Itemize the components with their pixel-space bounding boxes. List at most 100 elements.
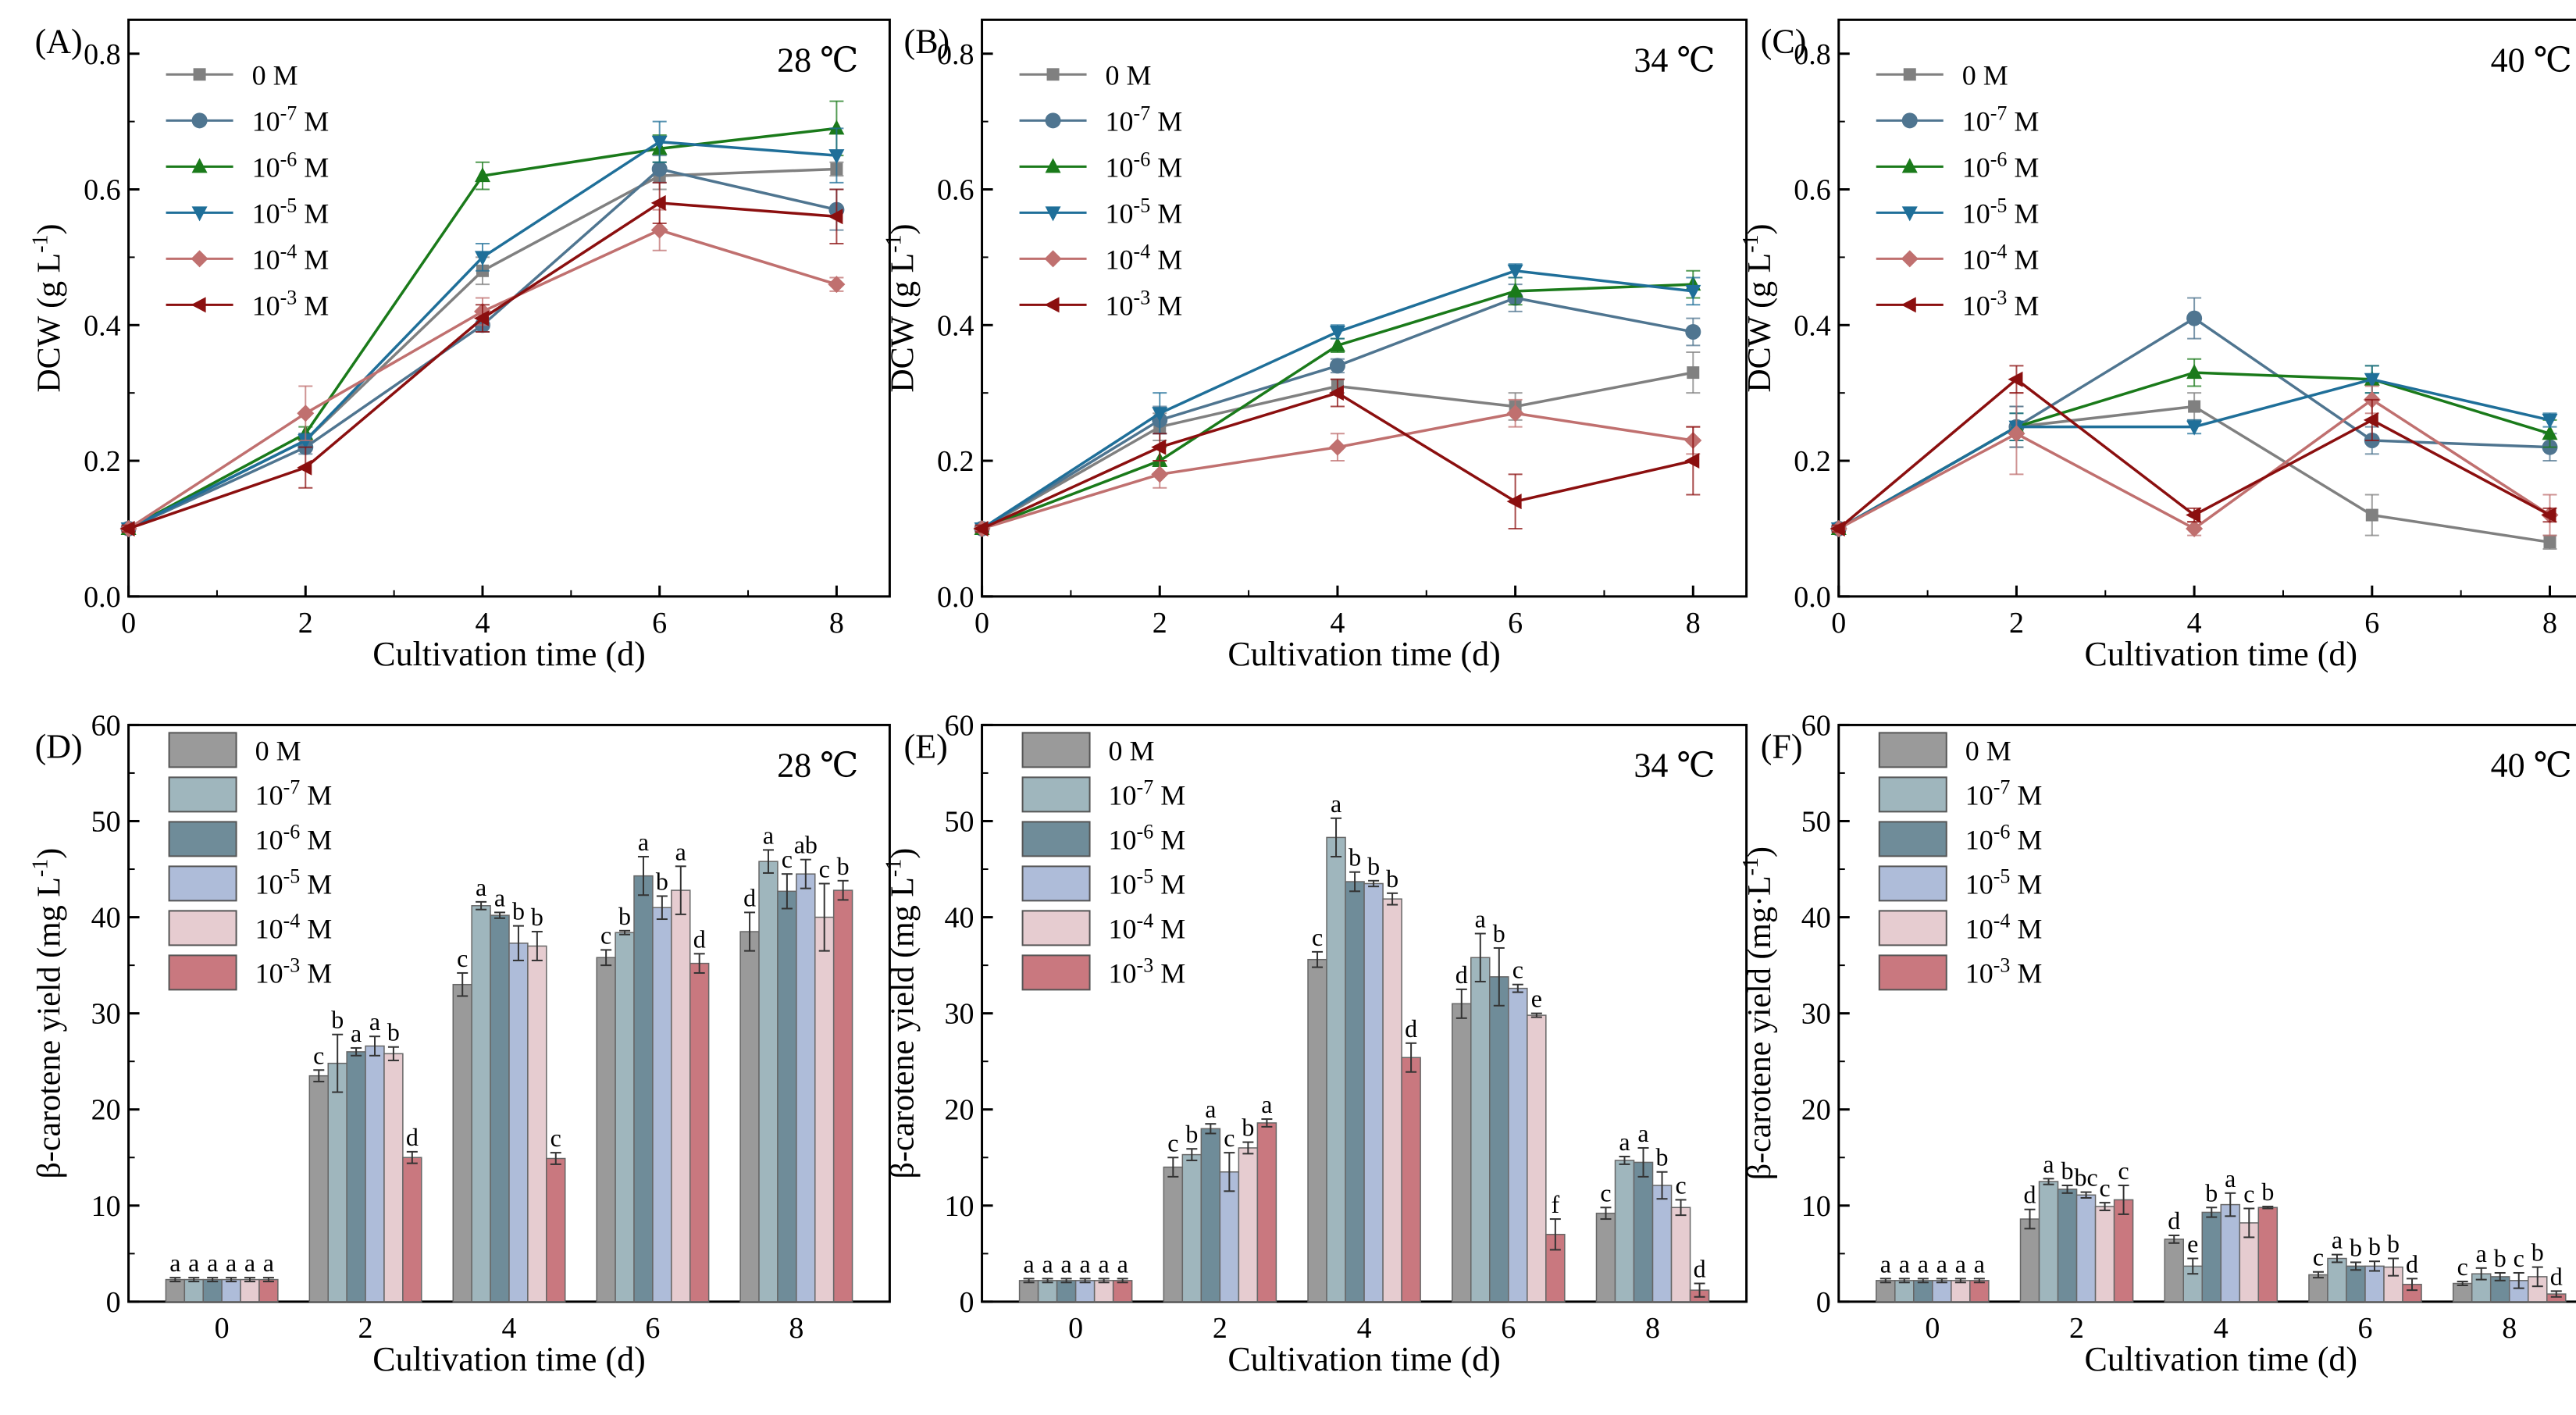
- bar: [739, 931, 760, 1303]
- legend-entry-base: 10: [1965, 913, 1993, 944]
- bar: [2308, 1274, 2328, 1303]
- data-point: [1328, 438, 1346, 456]
- significance-letter: d: [1455, 961, 1468, 989]
- y-axis-label-text: DCW (g L: [885, 253, 921, 393]
- legend-entry-unit: M: [1153, 913, 1185, 944]
- legend-entry-unit: M: [1153, 868, 1185, 900]
- legend-entry: 10-5 M: [252, 194, 330, 229]
- legend-entry-unit: M: [2007, 244, 2039, 275]
- legend-entry-base: 10: [1109, 957, 1137, 989]
- data-point: [2186, 507, 2201, 523]
- bar: [471, 905, 491, 1303]
- legend-entry-unit: M: [2007, 290, 2039, 321]
- legend-entry-unit: M: [300, 824, 332, 855]
- legend-entry-base: 10: [1965, 779, 1993, 811]
- bar: [490, 914, 510, 1303]
- significance-letter: f: [1552, 1190, 1560, 1218]
- data-point: [119, 520, 135, 536]
- x-tick-label: 8: [2502, 1312, 2517, 1345]
- legend-entry-base: 10: [255, 957, 283, 989]
- legend-entry: 10-3 M: [255, 953, 333, 989]
- bar: [1074, 1280, 1096, 1303]
- legend-entry-base: 10: [1965, 868, 1993, 900]
- legend-entry-unit: M: [2010, 868, 2042, 900]
- legend-entry-exp: -6: [1990, 148, 2008, 170]
- legend-entry-base: 10: [1106, 198, 1134, 229]
- temperature-label: 34 ℃: [1634, 41, 1715, 79]
- significance-letter: b: [2061, 1157, 2074, 1185]
- legend-marker: [1901, 206, 1918, 222]
- legend-entry-unit: M: [2007, 198, 2039, 229]
- y-axis-label-sup: -1: [1739, 234, 1763, 252]
- legend-entry-base: 10: [252, 198, 280, 229]
- significance-letter: a: [2332, 1226, 2343, 1254]
- data-point: [2541, 507, 2556, 523]
- data-point: [2365, 508, 2378, 522]
- legend-marker: [191, 297, 206, 313]
- bar: [1595, 1212, 1616, 1303]
- legend-marker: [1901, 250, 1919, 268]
- data-point: [650, 194, 666, 211]
- legend-entry: 10-6 M: [1965, 820, 2043, 855]
- y-axis-label-end: ): [885, 223, 921, 234]
- legend-entry-exp: -4: [1134, 240, 1151, 262]
- series-5: [1830, 365, 2557, 536]
- data-point: [473, 310, 489, 326]
- panel-a: 0.0 0.2 0.4 0.6 0.8 DCW (g L-1) Cultivation ti…: [29, 18, 891, 673]
- significance-letter: c: [2099, 1174, 2110, 1202]
- legend-entry-exp: -4: [1137, 909, 1154, 932]
- data-point: [2008, 371, 2023, 387]
- data-point: [2186, 420, 2203, 436]
- data-point: [1506, 405, 1524, 422]
- y-axis-label-end: ): [32, 848, 68, 859]
- y-axis-label-end: ): [32, 223, 68, 234]
- data-point: [828, 209, 843, 225]
- legend-entry-exp: -5: [283, 864, 301, 887]
- data-point: [973, 520, 989, 536]
- legend-entry: 10-4 M: [252, 240, 330, 275]
- legend-swatch: [1021, 865, 1091, 902]
- legend-swatch: [1021, 954, 1091, 991]
- legend-entry-base: 10: [1109, 779, 1137, 811]
- legend-entry-base: 10: [255, 868, 283, 900]
- data-point: [474, 251, 490, 266]
- significance-letter: c: [1512, 956, 1523, 984]
- legend-entry-unit: M: [1153, 779, 1185, 811]
- legend-entry-base: 10: [1962, 105, 1990, 137]
- y-tick-label: 10: [1801, 1190, 1831, 1223]
- significance-letter: c: [2457, 1253, 2468, 1281]
- y-axis-label-end: ): [1742, 223, 1778, 234]
- data-point: [2543, 536, 2556, 549]
- x-axis-label: Cultivation time (d): [372, 635, 646, 673]
- significance-letter: b: [1656, 1143, 1669, 1171]
- y-tick-label: 0.2: [1794, 445, 1831, 478]
- bar: [402, 1157, 422, 1303]
- bar: [1951, 1280, 1971, 1303]
- data-point: [1506, 494, 1522, 510]
- bar: [2094, 1206, 2115, 1303]
- temperature-label: 34 ℃: [1634, 746, 1715, 784]
- bar: [689, 962, 710, 1303]
- y-tick-label: 10: [945, 1190, 974, 1223]
- y-tick-label: 0: [106, 1286, 121, 1319]
- x-tick-label: 6: [645, 1312, 660, 1345]
- bar: [1527, 1014, 1547, 1303]
- legend-entry-base: 10: [1965, 824, 1993, 855]
- legend-entry-unit: M: [1150, 290, 1182, 321]
- bar: [1894, 1280, 1915, 1303]
- x-tick-label: 0: [121, 607, 136, 640]
- x-tick-label: 8: [1686, 607, 1701, 640]
- bar: [1470, 957, 1491, 1303]
- y-tick-label: 40: [1801, 902, 1831, 935]
- x-axis-label: Cultivation time (d): [1227, 635, 1501, 673]
- significance-letter: a: [369, 1007, 380, 1035]
- legend-entry: 10-7 M: [1965, 775, 2043, 811]
- significance-letter: b: [618, 902, 631, 930]
- legend-entry-unit: M: [297, 198, 329, 229]
- significance-letter: d: [693, 925, 706, 953]
- legend-marker: [193, 68, 206, 81]
- significance-letter: c: [1224, 1124, 1235, 1152]
- data-point: [297, 459, 312, 476]
- legend-marker: [1901, 158, 1918, 173]
- bar: [2075, 1194, 2097, 1303]
